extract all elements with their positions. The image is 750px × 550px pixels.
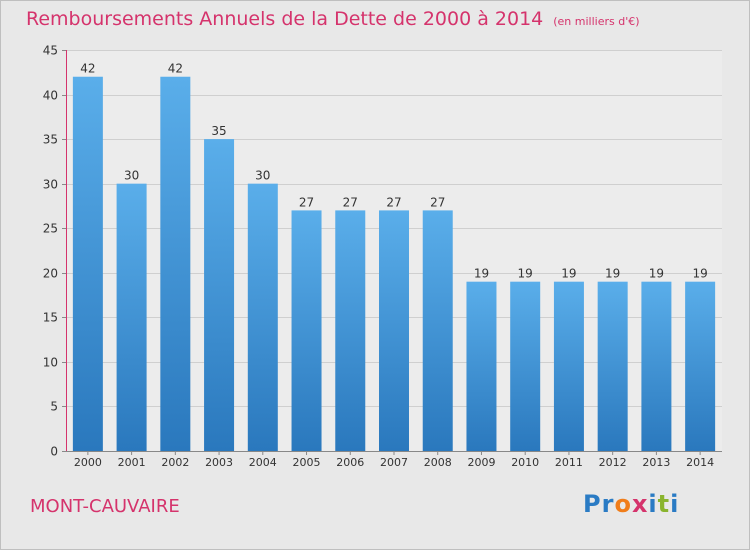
x-tick-label: 2000 (74, 456, 102, 469)
chart-title: Remboursements Annuels de la Dette de 20… (26, 8, 640, 30)
x-tick-label: 2008 (424, 456, 452, 469)
logo-letter: i (648, 490, 658, 518)
chart-title-main: Remboursements Annuels de la Dette de 20… (26, 8, 544, 30)
place-name: MONT-CAUVAIRE (30, 496, 180, 517)
x-tick-label: 2001 (118, 456, 146, 469)
bar (553, 281, 584, 451)
y-tick-label: 0 (50, 445, 58, 459)
bar (204, 139, 235, 451)
data-label: 27 (299, 195, 314, 209)
bar (685, 281, 716, 451)
data-label: 27 (430, 195, 445, 209)
data-label: 35 (211, 124, 226, 138)
bar (247, 183, 278, 451)
data-label: 27 (343, 195, 358, 209)
data-label: 19 (692, 267, 707, 281)
y-tick-label: 35 (43, 133, 58, 147)
bar (641, 281, 672, 451)
logo-letter: o (614, 490, 632, 518)
x-tick-label: 2006 (336, 456, 364, 469)
bar (510, 281, 541, 451)
y-tick-label: 25 (43, 222, 58, 236)
data-label: 19 (518, 267, 533, 281)
bar (291, 210, 322, 451)
x-tick-label: 2002 (161, 456, 189, 469)
bar (335, 210, 366, 451)
data-label: 19 (474, 267, 489, 281)
y-tick-label: 5 (50, 400, 58, 414)
data-label: 42 (80, 62, 95, 76)
y-tick-label: 30 (43, 178, 58, 192)
logo-letter: P (583, 490, 602, 518)
y-tick-label: 10 (43, 356, 58, 370)
x-tick-label: 2011 (555, 456, 583, 469)
y-tick-label: 40 (43, 89, 58, 103)
y-tick-label: 45 (43, 44, 58, 58)
data-label: 27 (386, 195, 401, 209)
x-tick-label: 2003 (205, 456, 233, 469)
x-tick-label: 2014 (686, 456, 714, 469)
data-label: 30 (255, 169, 270, 183)
data-label: 19 (649, 267, 664, 281)
bar (379, 210, 409, 451)
bar (597, 281, 628, 451)
logo-letter: t (657, 490, 671, 518)
proxiti-logo: Proxiti (583, 490, 679, 518)
x-tick-label: 2012 (599, 456, 627, 469)
y-tick-label: 15 (43, 311, 58, 325)
bar (116, 183, 147, 451)
data-label: 30 (124, 169, 139, 183)
x-tick-label: 2005 (293, 456, 321, 469)
data-label: 19 (605, 267, 620, 281)
x-tick-label: 2013 (642, 456, 670, 469)
data-label: 19 (561, 267, 576, 281)
x-tick-label: 2007 (380, 456, 408, 469)
bar (160, 76, 191, 451)
data-label: 42 (168, 62, 183, 76)
bar (466, 281, 497, 451)
bar (72, 76, 103, 451)
x-tick-label: 2004 (249, 456, 277, 469)
logo-letter: r (601, 490, 615, 518)
chart-title-unit: (en milliers d'€) (553, 15, 640, 28)
logo-letter: i (670, 490, 680, 518)
x-tick-label: 2009 (467, 456, 495, 469)
y-tick-label: 20 (43, 267, 58, 281)
x-tick-label: 2010 (511, 456, 539, 469)
bar (422, 210, 453, 451)
logo-letter: x (631, 490, 649, 518)
